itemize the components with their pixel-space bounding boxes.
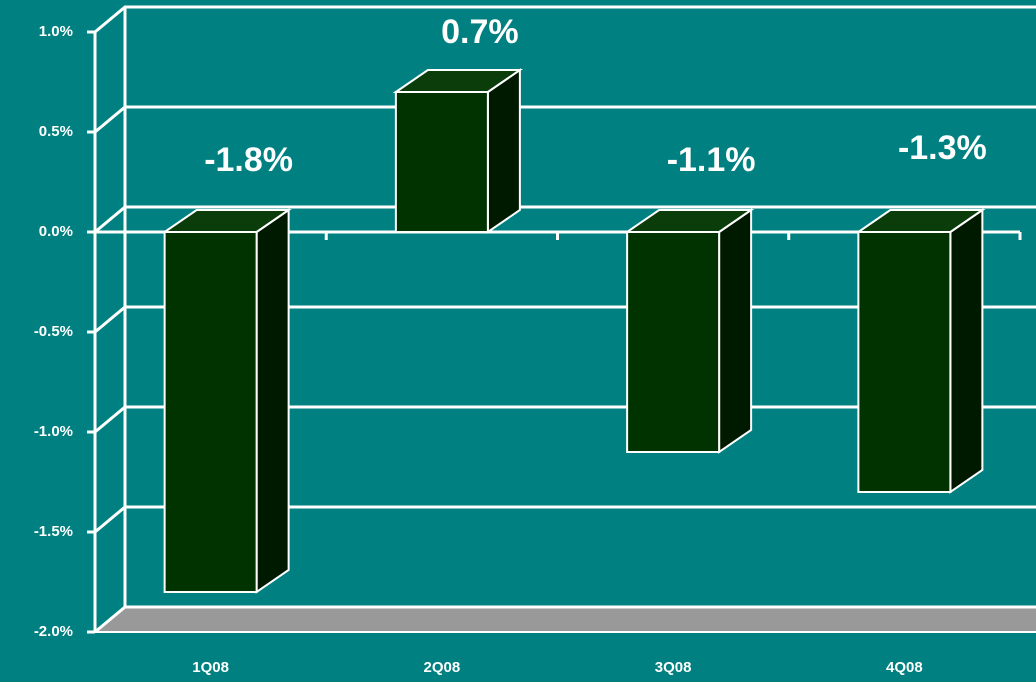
bar-side — [255, 208, 290, 594]
grid-line — [94, 105, 1036, 134]
value-label: -1.8% — [204, 141, 293, 179]
floor — [92, 606, 1036, 633]
y-tick-label: 0.0% — [39, 223, 73, 240]
bar-side — [718, 208, 753, 454]
grid-line — [94, 205, 1036, 234]
x-tick-label: 1Q08 — [192, 659, 229, 676]
bar-side — [486, 68, 521, 234]
bar-front — [163, 231, 258, 593]
y-tick-label: 1.0% — [39, 23, 73, 40]
y-tick-label: -1.5% — [34, 523, 73, 540]
x-tick-label: 3Q08 — [655, 659, 692, 676]
bar-side — [949, 208, 984, 494]
bar — [161, 208, 292, 594]
y-tick-label: 0.5% — [39, 123, 73, 140]
y-tick-label: -0.5% — [34, 323, 73, 340]
value-label: 0.7% — [441, 13, 519, 51]
y-tick-label: -2.0% — [34, 623, 73, 640]
bar — [392, 68, 524, 234]
grid-line — [94, 5, 1036, 34]
value-label: -1.3% — [898, 129, 987, 167]
y-tick-label: -1.0% — [34, 423, 73, 440]
value-label: -1.1% — [667, 141, 756, 179]
bar — [855, 208, 986, 494]
bar-front — [394, 91, 489, 233]
x-tick-label: 2Q08 — [424, 659, 461, 676]
bar-front — [857, 231, 952, 493]
bar-front — [626, 231, 721, 453]
bar — [623, 208, 755, 454]
grid-line — [94, 605, 1036, 634]
grid-line — [94, 505, 1036, 534]
x-tick-label: 4Q08 — [886, 659, 923, 676]
